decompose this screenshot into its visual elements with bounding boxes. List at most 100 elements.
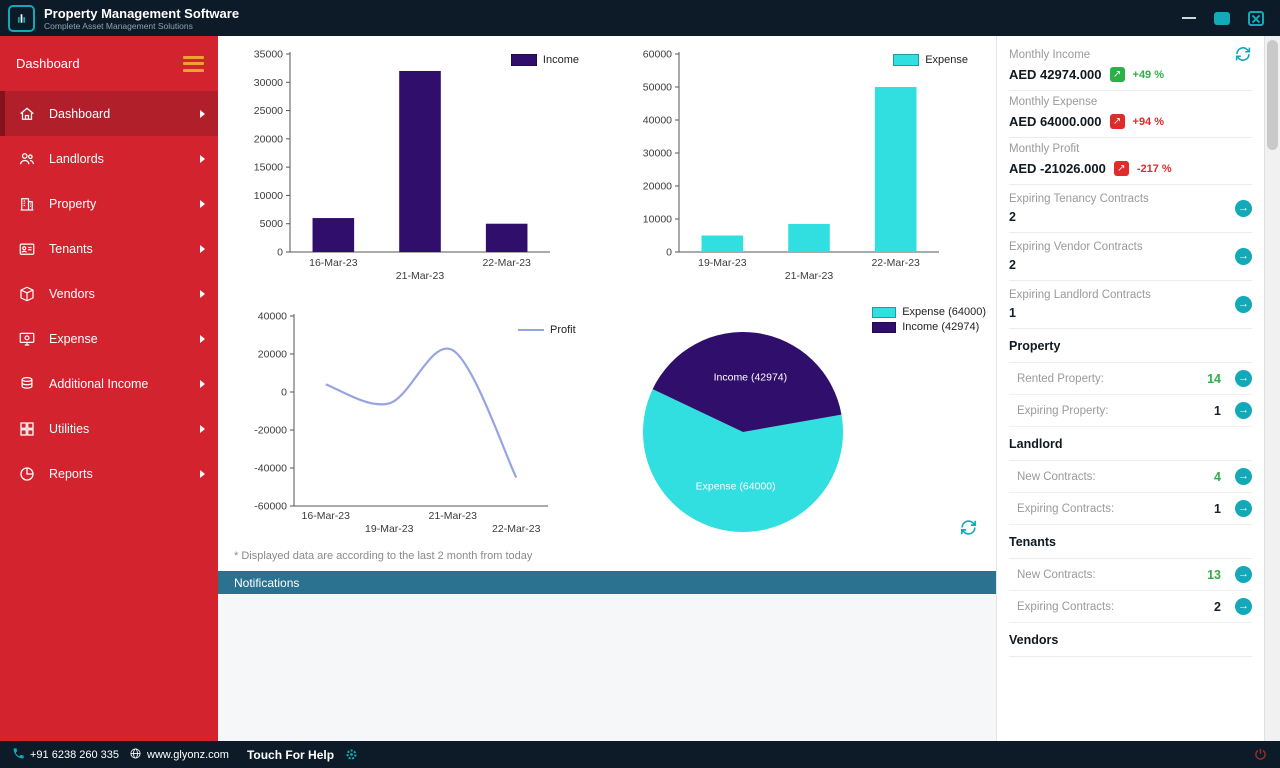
minimize-button[interactable] xyxy=(1182,17,1196,19)
scrollbar-thumb[interactable] xyxy=(1267,40,1278,150)
vendors-section: Vendors xyxy=(1009,623,1252,657)
expense-icon xyxy=(18,330,36,348)
svg-text:10000: 10000 xyxy=(643,214,672,226)
open-arrow-button[interactable]: → xyxy=(1235,598,1252,615)
sidebar-nav: Dashboard Landlords Property Tenants xyxy=(0,91,218,496)
expense-bar-chart: 0 10000 20000 30000 40000 50000 60000 19-Mar-23… xyxy=(617,42,996,299)
vendors-icon xyxy=(18,285,36,303)
notifications-header[interactable]: Notifications xyxy=(218,571,996,594)
open-arrow-button[interactable]: → xyxy=(1235,402,1252,419)
open-arrow-button[interactable]: → xyxy=(1235,370,1252,387)
stat-label: Monthly Expense xyxy=(1009,96,1098,108)
open-arrow-button[interactable]: → xyxy=(1235,200,1252,217)
svg-text:0: 0 xyxy=(277,247,283,259)
open-arrow-button[interactable]: → xyxy=(1235,500,1252,517)
reports-icon xyxy=(18,465,36,483)
stat-delta: +94 % xyxy=(1132,115,1165,128)
pie-legend: Expense (64000) Income (42974) xyxy=(872,306,986,333)
svg-text:50000: 50000 xyxy=(643,82,672,94)
row-value: 2 xyxy=(1009,210,1016,224)
expense-chart-panel: Expense 0 10000 20000 30000 40000 50000 60000 1… xyxy=(607,42,996,298)
svg-text:20000: 20000 xyxy=(643,181,672,193)
svg-text:40000: 40000 xyxy=(258,311,287,323)
main-content: Income 0 5000 10000 15000 20000 25000 30000 350… xyxy=(218,36,996,741)
trend-up-icon: ↗ xyxy=(1109,67,1125,82)
sidebar-item-landlords[interactable]: Landlords xyxy=(0,136,218,181)
stat-delta: -217 % xyxy=(1136,162,1172,175)
tenants-section: Tenants New Contracts: 13 → Expiring Con… xyxy=(1009,525,1252,623)
chevron-right-icon xyxy=(200,469,205,478)
help-label[interactable]: Touch For Help xyxy=(246,747,335,762)
open-arrow-button[interactable]: → xyxy=(1235,468,1252,485)
svg-text:-40000: -40000 xyxy=(254,463,287,475)
expense-legend: Expense xyxy=(893,54,968,66)
sidebar-item-property[interactable]: Property xyxy=(0,181,218,226)
sidebar-item-reports[interactable]: Reports xyxy=(0,451,218,496)
sidebar-item-additional-income[interactable]: Additional Income xyxy=(0,361,218,406)
phone-contact[interactable]: +91 6238 260 335 xyxy=(12,747,119,763)
svg-text:Expense (64000): Expense (64000) xyxy=(696,481,776,493)
nav-label: Reports xyxy=(49,466,93,481)
power-button[interactable] xyxy=(1253,747,1268,762)
open-arrow-button[interactable]: → xyxy=(1235,248,1252,265)
stat-label: Monthly Profit xyxy=(1009,143,1080,155)
svg-text:Income (42974): Income (42974) xyxy=(714,371,788,383)
chart-note: * Displayed data are according to the la… xyxy=(234,550,533,562)
maximize-button[interactable] xyxy=(1214,11,1230,25)
sidebar-item-expense[interactable]: Expense xyxy=(0,316,218,361)
phone-icon xyxy=(12,747,25,763)
panel-scrollbar[interactable] xyxy=(1264,36,1280,741)
svg-text:22-Mar-23: 22-Mar-23 xyxy=(482,257,531,269)
expense-swatch xyxy=(872,306,897,318)
legend-label: Profit xyxy=(550,324,576,336)
close-button[interactable] xyxy=(1248,10,1264,26)
settings-gear-icon[interactable] xyxy=(344,747,359,762)
menu-toggle-icon[interactable] xyxy=(183,52,204,75)
nav-label: Dashboard xyxy=(49,106,111,121)
sidebar-item-utilities[interactable]: Utilities xyxy=(0,406,218,451)
profit-swatch xyxy=(518,329,544,331)
legend-label: Income (42974) xyxy=(902,321,980,333)
svg-text:40000: 40000 xyxy=(643,115,672,127)
refresh-icon[interactable] xyxy=(1234,45,1252,68)
svg-text:21-Mar-23: 21-Mar-23 xyxy=(396,270,445,282)
income-swatch xyxy=(872,321,897,333)
open-arrow-button[interactable]: → xyxy=(1235,566,1252,583)
section-title: Property xyxy=(1009,329,1252,363)
legend-label: Expense xyxy=(925,54,968,66)
row-value: 2 xyxy=(1009,258,1016,272)
website-link[interactable]: www.glyonz.com xyxy=(129,747,229,763)
nav-label: Expense xyxy=(49,331,98,346)
nav-label: Additional Income xyxy=(49,376,149,391)
refresh-icon[interactable] xyxy=(959,518,978,542)
income-chart-panel: Income 0 5000 10000 15000 20000 25000 30000 350… xyxy=(218,42,607,298)
monthly-income-stat: Monthly Income AED 42974.000 ↗ +49 % xyxy=(1009,44,1252,91)
chevron-right-icon xyxy=(200,379,205,388)
trend-up-icon: ↗ xyxy=(1109,114,1125,129)
svg-text:16-Mar-23: 16-Mar-23 xyxy=(302,510,351,522)
svg-text:35000: 35000 xyxy=(254,49,283,61)
stat-value: AED -21026.000 xyxy=(1009,161,1106,176)
svg-text:-60000: -60000 xyxy=(254,501,287,513)
stats-panel: Monthly Income AED 42974.000 ↗ +49 % Mon… xyxy=(996,36,1264,741)
new-contracts-row: New Contracts: 13 → xyxy=(1009,559,1252,591)
nav-label: Tenants xyxy=(49,241,93,256)
expiring-vendor-contracts-row: Expiring Vendor Contracts 2 → xyxy=(1009,233,1252,281)
svg-text:22-Mar-23: 22-Mar-23 xyxy=(871,257,920,269)
monthly-profit-stat: Monthly Profit AED -21026.000 ↗ -217 % xyxy=(1009,138,1252,185)
landlord-section: Landlord New Contracts: 4 → Expiring Con… xyxy=(1009,427,1252,525)
svg-text:20000: 20000 xyxy=(258,349,287,361)
expiring-landlord-contracts-row: Expiring Landlord Contracts 1 → xyxy=(1009,281,1252,329)
sidebar-item-vendors[interactable]: Vendors xyxy=(0,271,218,316)
sidebar-item-dashboard[interactable]: Dashboard xyxy=(0,91,218,136)
row-value: 14 xyxy=(1207,371,1221,386)
row-label: New Contracts: xyxy=(1017,470,1096,483)
svg-text:60000: 60000 xyxy=(643,49,672,61)
profit-line-chart: -60000 -40000 -20000 0 20000 40000 16-Mar-23 19… xyxy=(228,304,607,551)
open-arrow-button[interactable]: → xyxy=(1235,296,1252,313)
svg-text:0: 0 xyxy=(281,387,287,399)
chevron-right-icon xyxy=(200,289,205,298)
sidebar-item-tenants[interactable]: Tenants xyxy=(0,226,218,271)
app-subtitle: Complete Asset Management Solutions xyxy=(44,20,193,31)
expense-swatch xyxy=(893,54,920,66)
